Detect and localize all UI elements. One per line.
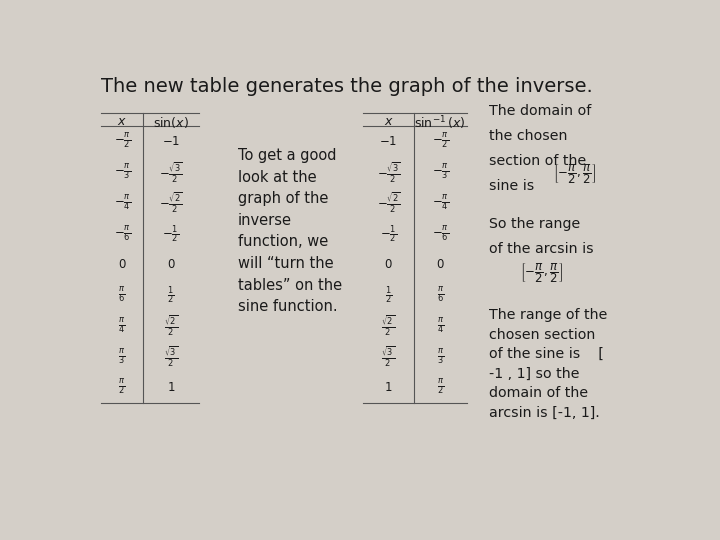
Text: of the arcsin is: of the arcsin is xyxy=(489,241,593,255)
Text: So the range: So the range xyxy=(489,217,580,231)
Text: $-\frac{\sqrt{2}}{2}$: $-\frac{\sqrt{2}}{2}$ xyxy=(159,191,183,215)
Text: $\sin(x)$: $\sin(x)$ xyxy=(153,114,189,130)
Text: $-\frac{1}{2}$: $-\frac{1}{2}$ xyxy=(380,223,397,245)
Text: $\frac{\sqrt{2}}{2}$: $\frac{\sqrt{2}}{2}$ xyxy=(164,314,178,339)
Text: $\frac{\pi}{6}$: $\frac{\pi}{6}$ xyxy=(119,286,126,305)
Text: the chosen: the chosen xyxy=(489,129,567,143)
Text: $0$: $0$ xyxy=(384,258,393,271)
Text: $-\frac{\pi}{3}$: $-\frac{\pi}{3}$ xyxy=(114,163,130,182)
Text: $-\frac{\pi}{4}$: $-\frac{\pi}{4}$ xyxy=(431,194,449,213)
Text: The new table generates the graph of the inverse.: The new table generates the graph of the… xyxy=(101,77,593,96)
Text: $0$: $0$ xyxy=(166,258,175,271)
Text: $-1$: $-1$ xyxy=(162,135,180,148)
Text: $1$: $1$ xyxy=(384,381,392,394)
Text: section of the: section of the xyxy=(489,154,586,168)
Text: $0$: $0$ xyxy=(118,258,127,271)
Text: $1$: $1$ xyxy=(167,381,175,394)
Text: $-1$: $-1$ xyxy=(379,135,397,148)
Text: $\frac{\sqrt{3}}{2}$: $\frac{\sqrt{3}}{2}$ xyxy=(382,345,395,369)
Text: $-\frac{\sqrt{3}}{2}$: $-\frac{\sqrt{3}}{2}$ xyxy=(159,160,183,185)
Text: $-\frac{\pi}{6}$: $-\frac{\pi}{6}$ xyxy=(114,225,130,244)
Text: $\frac{\sqrt{2}}{2}$: $\frac{\sqrt{2}}{2}$ xyxy=(382,314,395,339)
Text: $\frac{1}{2}$: $\frac{1}{2}$ xyxy=(167,285,174,306)
Text: $\sin^{-1}(x)$: $\sin^{-1}(x)$ xyxy=(415,114,466,132)
Text: $-\frac{1}{2}$: $-\frac{1}{2}$ xyxy=(163,223,179,245)
Text: $-\frac{\pi}{4}$: $-\frac{\pi}{4}$ xyxy=(114,194,130,213)
Text: $\frac{\pi}{3}$: $\frac{\pi}{3}$ xyxy=(436,348,444,367)
Text: $\frac{\pi}{2}$: $\frac{\pi}{2}$ xyxy=(436,379,444,397)
Text: The domain of: The domain of xyxy=(489,104,591,118)
Text: $0$: $0$ xyxy=(436,258,444,271)
Text: $\frac{\pi}{3}$: $\frac{\pi}{3}$ xyxy=(119,348,126,367)
Text: $\frac{\pi}{4}$: $\frac{\pi}{4}$ xyxy=(119,317,126,336)
Text: $-\frac{\sqrt{3}}{2}$: $-\frac{\sqrt{3}}{2}$ xyxy=(377,160,400,185)
Text: $-\frac{\pi}{3}$: $-\frac{\pi}{3}$ xyxy=(431,163,449,182)
Text: $-\frac{\pi}{2}$: $-\frac{\pi}{2}$ xyxy=(431,132,449,151)
Text: $-\frac{\pi}{6}$: $-\frac{\pi}{6}$ xyxy=(431,225,449,244)
Text: sine is: sine is xyxy=(489,179,534,193)
Text: $-\frac{\pi}{2}$: $-\frac{\pi}{2}$ xyxy=(114,132,130,151)
Text: $\left[-\dfrac{\pi}{2},\dfrac{\pi}{2}\right]$: $\left[-\dfrac{\pi}{2},\dfrac{\pi}{2}\ri… xyxy=(553,162,596,186)
Text: $\frac{\pi}{6}$: $\frac{\pi}{6}$ xyxy=(436,286,444,305)
Text: The range of the
chosen section
of the sine is    [
-1 , 1] so the
domain of the: The range of the chosen section of the s… xyxy=(489,308,608,420)
Text: $x$: $x$ xyxy=(384,114,393,127)
Text: $\frac{\pi}{4}$: $\frac{\pi}{4}$ xyxy=(436,317,444,336)
Text: $-\frac{\sqrt{2}}{2}$: $-\frac{\sqrt{2}}{2}$ xyxy=(377,191,400,215)
Text: $\frac{\pi}{2}$: $\frac{\pi}{2}$ xyxy=(119,379,126,397)
Text: $\left[-\dfrac{\pi}{2},\dfrac{\pi}{2}\right]$: $\left[-\dfrac{\pi}{2},\dfrac{\pi}{2}\ri… xyxy=(520,261,563,285)
Text: $\frac{\sqrt{3}}{2}$: $\frac{\sqrt{3}}{2}$ xyxy=(164,345,178,369)
Text: To get a good
look at the
graph of the
inverse
function, we
will “turn the
table: To get a good look at the graph of the i… xyxy=(238,148,342,314)
Text: $\frac{1}{2}$: $\frac{1}{2}$ xyxy=(385,285,392,306)
Text: $x$: $x$ xyxy=(117,114,127,127)
